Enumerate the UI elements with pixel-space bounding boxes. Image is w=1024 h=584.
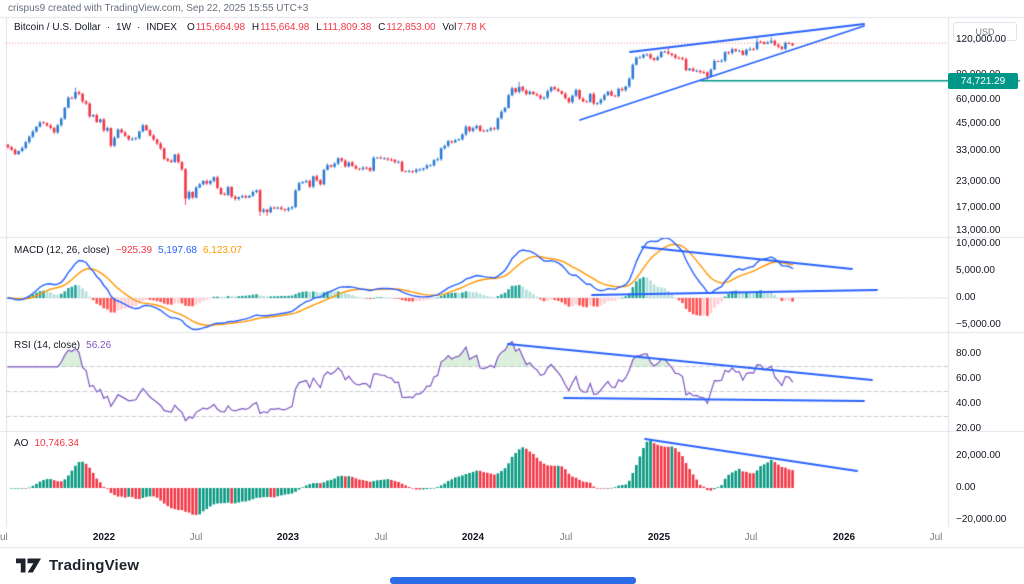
rsi-title: RSI (14, close) — [14, 340, 81, 351]
ao-tick-label: −20,000.00 — [956, 514, 1007, 525]
time-tick-label: Jul — [374, 532, 388, 543]
time-tick-label: ul — [0, 532, 8, 543]
low-key: L — [316, 22, 322, 33]
rsi-value: 56.26 — [86, 340, 112, 351]
currency-button[interactable]: USD — [953, 22, 1017, 41]
price-tick-label: 45,000.00 — [956, 118, 1001, 130]
attribution-text: crispus9 created with TradingView.com, S… — [8, 3, 309, 14]
brand-name[interactable]: TradingView — [49, 557, 140, 574]
tradingview-logo-icon[interactable] — [16, 555, 42, 576]
time-tick-label: 2026 — [832, 532, 856, 543]
symbol-legend[interactable]: Bitcoin / U.S. Dollar · 1W · INDEX O115,… — [14, 22, 486, 33]
time-tick-label: Jul — [559, 532, 573, 543]
price-tick-label: 60,000.00 — [956, 93, 1001, 105]
open-key: O — [186, 22, 195, 33]
time-axis[interactable]: ul 2022 Jul 2023 Jul 2024 Jul 2025 Jul 2026 Jul — [0, 527, 1024, 547]
ao-title: AO — [14, 438, 29, 449]
macd-tick-label: 10,000.00 — [956, 238, 1001, 249]
time-tick-label: Jul — [744, 532, 758, 543]
bottom-scrollbar[interactable] — [390, 577, 636, 584]
volume-key: Vol — [442, 22, 457, 33]
price-tick-label: 17,000.00 — [956, 202, 1001, 214]
exchange-label: INDEX — [146, 22, 177, 33]
open-value: 115,664.98 — [195, 22, 246, 33]
ao-legend[interactable]: AO 10,746.34 — [14, 438, 79, 449]
macd-line-value: 5,197.68 — [158, 245, 197, 256]
time-tick-label: 2024 — [461, 532, 485, 543]
macd-tick-label: 0.00 — [956, 292, 976, 303]
time-tick-label: Jul — [189, 532, 203, 543]
macd-title: MACD (12, 26, close) — [14, 245, 110, 256]
macd-hist-value: −925.39 — [115, 245, 153, 256]
price-tick-label: 33,000.00 — [956, 145, 1001, 157]
symbol-title: Bitcoin / U.S. Dollar — [14, 22, 101, 33]
separator: · — [137, 22, 141, 33]
rsi-legend[interactable]: RSI (14, close) 56.26 — [14, 340, 111, 351]
volume-value: 7.78 K — [457, 22, 487, 33]
macd-tick-label: −5,000.00 — [956, 319, 1001, 330]
price-line-label: 74,721.29 — [948, 73, 1018, 89]
rsi-tick-label: 40.00 — [956, 398, 982, 409]
ao-value: 10,746.34 — [34, 438, 79, 449]
low-value: 111,809.38 — [322, 22, 372, 33]
high-value: 115,664.98 — [260, 22, 310, 33]
macd-signal-value: 6,123.07 — [202, 245, 242, 256]
price-tick-label: 23,000.00 — [956, 176, 1001, 188]
price-tick-label: 120,000.00 — [956, 34, 1007, 45]
ao-tick-label: 0.00 — [956, 482, 976, 493]
close-value: 112,853.00 — [386, 22, 436, 33]
footer: TradingView — [16, 555, 139, 576]
time-tick-label: Jul — [929, 532, 943, 543]
time-tick-label: 2025 — [647, 532, 671, 543]
interval-label: 1W — [116, 22, 132, 33]
separator: · — [106, 22, 111, 33]
price-tick-label: 13,000.00 — [956, 225, 1001, 237]
macd-legend[interactable]: MACD (12, 26, close) −925.39 5,197.68 6,… — [14, 245, 242, 256]
time-tick-label: 2023 — [276, 532, 300, 543]
ao-tick-label: 20,000.00 — [956, 450, 1001, 461]
high-key: H — [251, 22, 260, 33]
rsi-tick-label: 60.00 — [956, 373, 982, 384]
macd-tick-label: 5,000.00 — [956, 265, 995, 276]
rsi-tick-label: 20.00 — [956, 423, 982, 434]
close-key: C — [378, 22, 386, 33]
time-tick-label: 2022 — [92, 532, 116, 543]
rsi-tick-label: 80.00 — [956, 348, 982, 359]
